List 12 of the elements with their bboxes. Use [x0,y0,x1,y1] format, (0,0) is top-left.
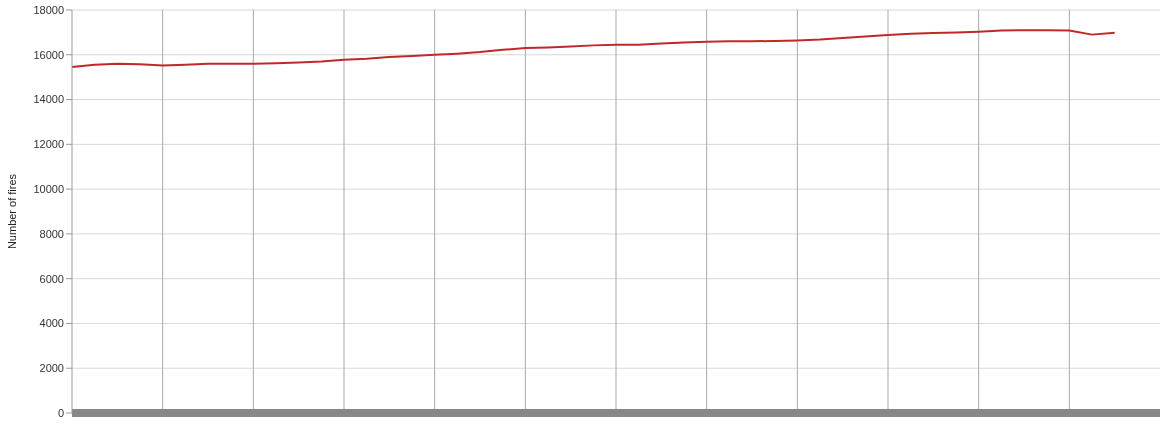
y-tick-label: 4000 [39,317,64,330]
y-tick-label: 10000 [33,183,64,196]
y-tick-label: 8000 [39,227,64,240]
y-tick-label: 18000 [33,3,64,16]
y-axis-title: Number of fires [5,173,18,250]
y-tick-label: 0 [57,406,64,419]
y-tick-label: 14000 [33,93,64,106]
y-tick-label: 12000 [33,138,64,151]
y-tick-label: 2000 [39,362,64,375]
line-series [72,29,1116,69]
y-tick-label: 6000 [39,272,64,285]
y-tick-label: 16000 [33,48,64,61]
